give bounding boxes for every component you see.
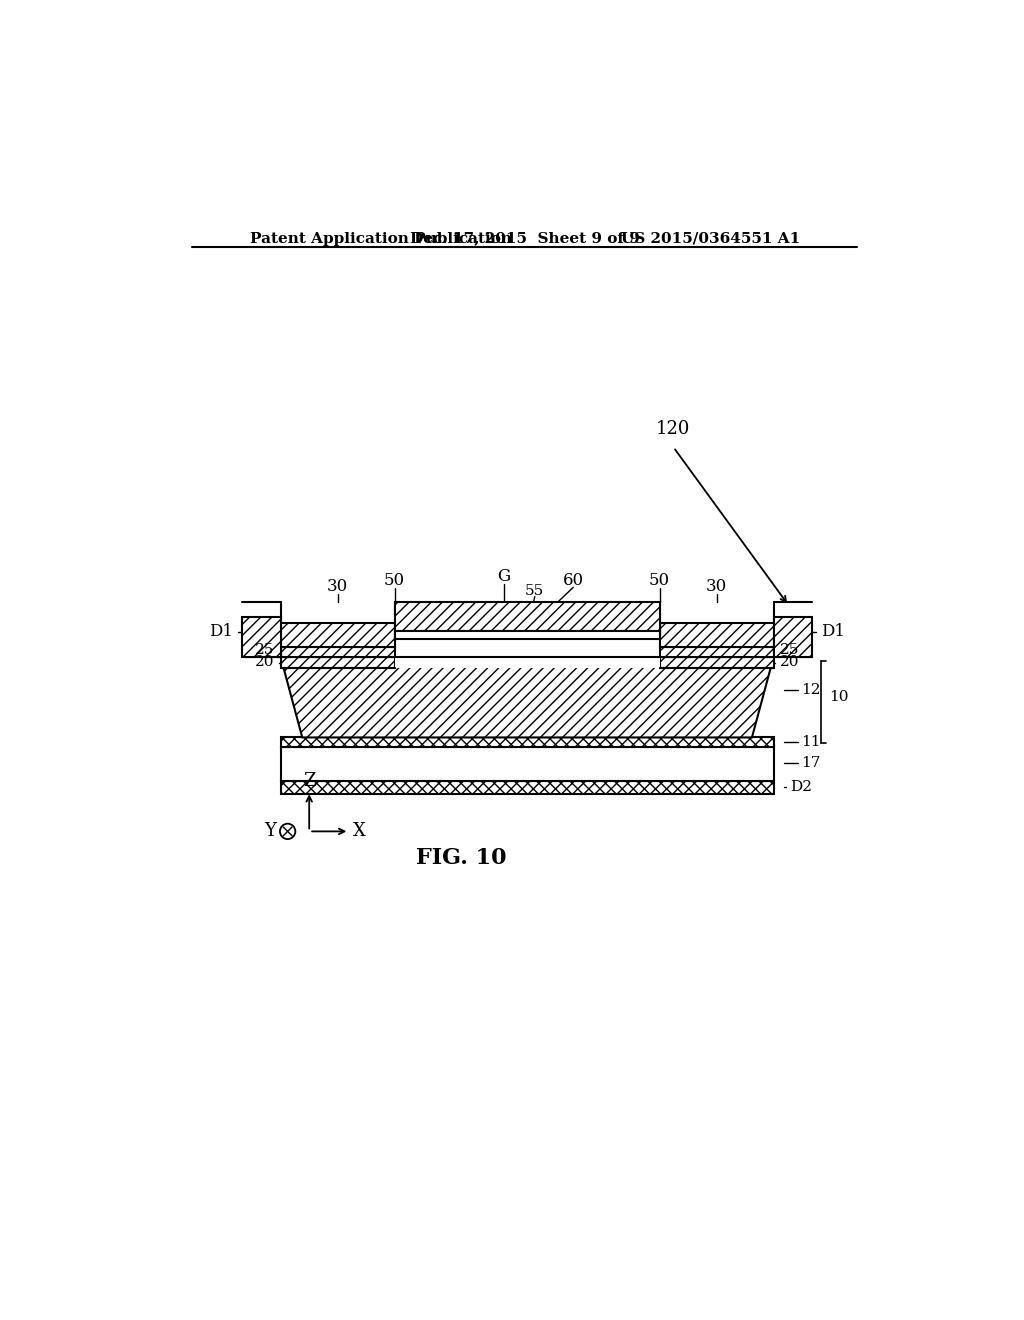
Text: FIG. 10: FIG. 10	[417, 846, 507, 869]
Text: 30: 30	[706, 578, 727, 595]
Text: X: X	[353, 822, 366, 841]
Bar	[281, 623, 394, 647]
Text: 25: 25	[779, 643, 799, 656]
Text: 17: 17	[801, 756, 820, 770]
Bar	[394, 657, 659, 668]
Text: 50: 50	[649, 572, 670, 589]
Bar	[394, 631, 659, 639]
Text: G: G	[498, 568, 511, 585]
Text: 20: 20	[779, 655, 799, 669]
Bar	[659, 623, 773, 647]
Bar	[281, 738, 773, 747]
Text: 20: 20	[255, 655, 274, 669]
Bar	[773, 618, 812, 657]
Text: 50: 50	[384, 572, 406, 589]
Text: 30: 30	[327, 578, 348, 595]
Text: D2: D2	[791, 780, 812, 795]
Text: D1: D1	[209, 623, 233, 640]
Bar	[281, 647, 394, 657]
Text: D1: D1	[821, 623, 845, 640]
Bar	[281, 738, 773, 747]
Text: Dec. 17, 2015  Sheet 9 of 9: Dec. 17, 2015 Sheet 9 of 9	[410, 231, 640, 246]
Bar	[659, 647, 773, 657]
Text: 11: 11	[801, 735, 820, 748]
Bar	[281, 747, 773, 780]
Text: Y: Y	[264, 822, 275, 841]
Bar	[659, 657, 773, 668]
Bar	[281, 780, 773, 795]
Bar	[243, 618, 281, 657]
Text: 12: 12	[801, 682, 820, 697]
Text: 25: 25	[255, 643, 274, 656]
Bar	[281, 780, 773, 795]
Text: 60: 60	[563, 572, 584, 589]
Bar	[281, 657, 394, 668]
Text: 10: 10	[829, 690, 849, 705]
Text: US 2015/0364551 A1: US 2015/0364551 A1	[622, 231, 801, 246]
Polygon shape	[281, 657, 773, 738]
Text: Patent Application Publication: Patent Application Publication	[250, 231, 512, 246]
Text: Z: Z	[303, 772, 315, 791]
Text: 55: 55	[525, 585, 545, 598]
Bar	[394, 602, 659, 631]
Text: 120: 120	[656, 421, 690, 438]
